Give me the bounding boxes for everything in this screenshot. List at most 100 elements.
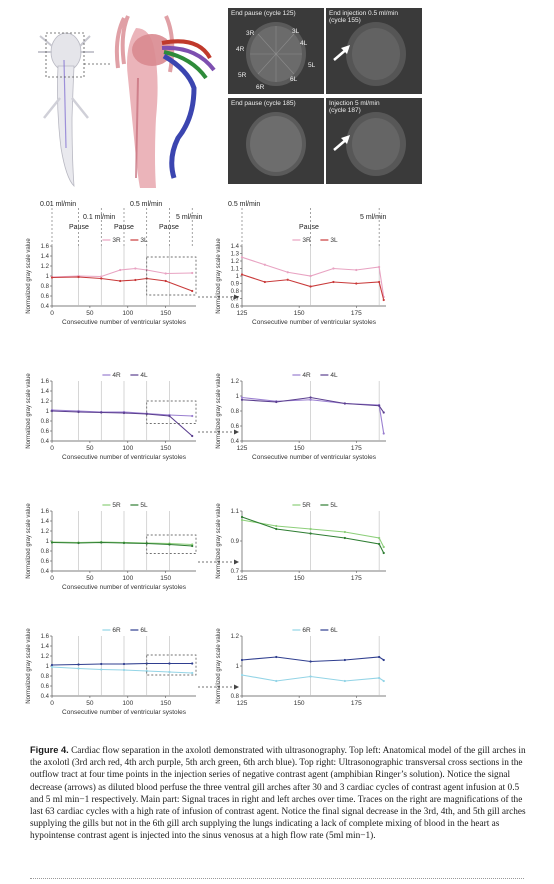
zoom-box: [146, 654, 197, 676]
ultrasound-label: Injection 5 ml/min (cycle 187): [329, 100, 380, 115]
y-tick-label: 0.8: [231, 694, 240, 700]
zoom-arrowhead: [234, 559, 239, 565]
data-point: [263, 263, 266, 266]
data-point: [309, 398, 312, 401]
legend-label: 5R: [302, 502, 311, 509]
data-point: [378, 280, 381, 284]
y-tick-label: 0.8: [41, 419, 50, 425]
rate-label-0-01: 0.01 ml/min: [40, 201, 76, 208]
data-point: [168, 670, 171, 674]
legend-label: 4L: [330, 372, 338, 379]
legend-label: 3L: [140, 237, 148, 244]
y-axis-label: Normalized gray scale value: [26, 628, 32, 704]
y-tick-label: 0.8: [41, 674, 50, 680]
legend-label: 6L: [330, 627, 338, 634]
y-axis-label: Normalized gray scale value: [26, 373, 32, 449]
us-marker-5r: 5R: [238, 72, 247, 79]
x-tick-label: 125: [237, 445, 248, 452]
y-tick-label: 0.8: [231, 289, 240, 295]
y-tick-label: 1.2: [231, 379, 240, 385]
data-point: [309, 396, 312, 399]
x-tick-label: 50: [86, 445, 94, 452]
x-tick-label: 100: [122, 575, 133, 582]
x-tick-label: 175: [351, 700, 362, 707]
right-rate-label: 5 ml/min: [360, 214, 387, 221]
arrow-icon: [333, 135, 350, 151]
data-point: [309, 675, 312, 678]
x-tick-label: 175: [351, 445, 362, 452]
x-axis-label: Consecutive number of ventricular systol…: [252, 454, 377, 461]
x-tick-label: 150: [294, 445, 305, 452]
legend-label: 5L: [330, 502, 338, 509]
legend-label: 6L: [140, 627, 148, 634]
data-point: [168, 662, 171, 665]
x-tick-label: 150: [160, 700, 171, 707]
y-tick-label: 1.6: [41, 379, 50, 385]
data-point: [50, 276, 54, 279]
y-tick-label: 1: [236, 394, 240, 400]
x-tick-label: 125: [237, 310, 248, 317]
y-tick-label: 1.3: [231, 252, 240, 258]
figure-caption: Figure 4. Cardiac flow separation in the…: [30, 744, 530, 843]
y-axis-label: Normalized gray scale value: [216, 373, 222, 449]
data-point: [134, 267, 137, 270]
data-point: [240, 673, 244, 677]
y-axis-label: Normalized gray scale value: [26, 238, 32, 314]
data-point: [382, 298, 385, 302]
data-point: [50, 409, 54, 413]
us-marker-3r: 3R: [246, 30, 255, 37]
ultrasound-label: End pause (cycle 185): [231, 100, 296, 107]
series-line: [51, 662, 193, 666]
pause-label: Pause: [114, 224, 134, 231]
data-point: [191, 671, 194, 675]
data-point: [100, 275, 103, 278]
y-tick-label: 0.8: [231, 409, 240, 415]
data-point: [378, 265, 381, 269]
data-point: [240, 518, 244, 522]
data-point: [191, 271, 194, 275]
data-point: [275, 400, 278, 404]
zoom-arrowhead: [234, 294, 239, 300]
signal-traces-charts: 0.01 ml/min 0.1 ml/min 0.5 ml/min 5 ml/m…: [26, 201, 387, 716]
chart-panel: 125 150 175 0.7 0.9 1.1 Normalized gray scale …: [216, 502, 386, 582]
y-tick-label: 1.6: [41, 634, 50, 640]
y-tick-label: 0.4: [41, 569, 50, 575]
x-tick-label: 100: [122, 310, 133, 317]
data-point: [240, 273, 244, 276]
data-point: [100, 662, 103, 666]
y-tick-label: 0.7: [231, 297, 240, 303]
legend-label: 3L: [330, 237, 338, 244]
series-line: [241, 273, 385, 301]
x-tick-label: 100: [122, 700, 133, 707]
data-point: [100, 277, 103, 280]
y-tick-label: 0.4: [41, 304, 50, 310]
series-line: [241, 519, 385, 548]
data-point: [122, 541, 126, 545]
x-tick-label: 150: [160, 575, 171, 582]
y-tick-label: 1.1: [231, 509, 240, 515]
ultrasound-label: End pause (cycle 125): [231, 10, 296, 17]
x-tick-label: 50: [86, 575, 94, 582]
x-tick-label: 50: [86, 700, 94, 707]
x-tick-label: 175: [351, 575, 362, 582]
data-point: [240, 398, 244, 401]
y-axis-label: Normalized gray scale value: [216, 503, 222, 579]
y-tick-label: 0.6: [41, 294, 50, 300]
data-point: [191, 662, 194, 665]
x-tick-label: 0: [50, 310, 54, 317]
data-point: [332, 280, 335, 284]
data-point: [382, 679, 385, 683]
y-tick-label: 1: [236, 664, 240, 670]
legend-label: 3R: [302, 237, 311, 244]
data-point: [332, 267, 335, 270]
y-tick-label: 0.9: [231, 539, 240, 545]
data-point: [122, 411, 126, 415]
us-marker-5l: 5L: [308, 62, 316, 69]
series-line: [241, 396, 385, 434]
zoom-box: [146, 256, 197, 296]
zoom-arrowhead: [234, 429, 239, 435]
legend-label: 5R: [112, 502, 121, 509]
data-point: [382, 551, 385, 555]
x-axis-label: Consecutive number of ventricular systol…: [252, 319, 377, 326]
us-marker-6l: 6L: [290, 76, 298, 83]
